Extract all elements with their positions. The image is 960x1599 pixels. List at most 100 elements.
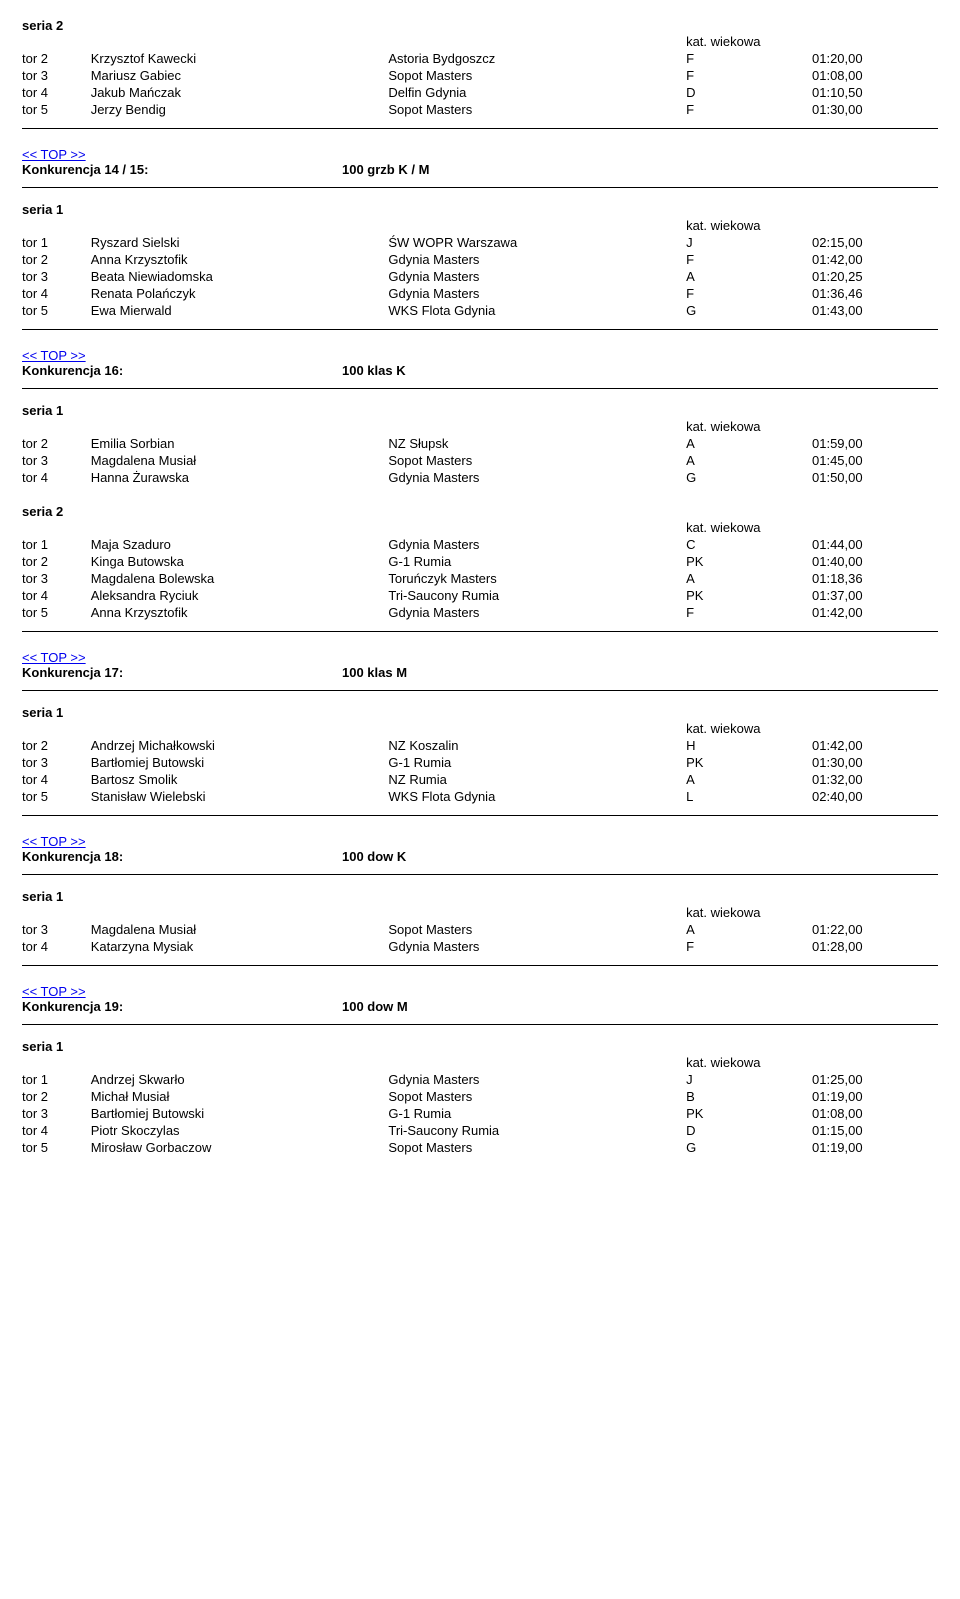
- club-cell: Gdynia Masters: [388, 251, 686, 268]
- time-cell: 02:15,00: [812, 234, 938, 251]
- table-row: tor 4Piotr SkoczylasTri-Saucony RumiaD01…: [22, 1122, 938, 1139]
- lane-cell: tor 5: [22, 788, 91, 805]
- time-cell: 01:50,00: [812, 469, 938, 486]
- top-link[interactable]: << TOP >>: [22, 834, 86, 849]
- name-cell: Mariusz Gabiec: [91, 67, 389, 84]
- time-cell: 01:15,00: [812, 1122, 938, 1139]
- top-link[interactable]: << TOP >>: [22, 147, 86, 162]
- club-cell: G-1 Rumia: [388, 1105, 686, 1122]
- time-cell: 01:25,00: [812, 1071, 938, 1088]
- table-row: tor 2Emilia SorbianNZ SłupskA01:59,00: [22, 435, 938, 452]
- name-cell: Anna Krzysztofik: [91, 604, 389, 621]
- category-cell: D: [686, 1122, 812, 1139]
- divider: [22, 1024, 938, 1025]
- club-cell: Tri-Saucony Rumia: [388, 587, 686, 604]
- table-row: tor 2Kinga ButowskaG-1 RumiaPK01:40,00: [22, 553, 938, 570]
- event-header: Konkurencja 19:100 dow M: [22, 999, 938, 1014]
- lane-cell: tor 3: [22, 452, 91, 469]
- name-cell: Kinga Butowska: [91, 553, 389, 570]
- event-header: Konkurencja 17:100 klas M: [22, 665, 938, 680]
- category-cell: PK: [686, 1105, 812, 1122]
- time-cell: 01:40,00: [812, 553, 938, 570]
- top-link[interactable]: << TOP >>: [22, 984, 86, 999]
- series-block: seria 1kat. wiekowator 1Andrzej SkwarłoG…: [22, 1039, 938, 1156]
- table-row: tor 3Bartłomiej ButowskiG-1 RumiaPK01:30…: [22, 754, 938, 771]
- club-cell: Sopot Masters: [388, 921, 686, 938]
- time-cell: 01:44,00: [812, 536, 938, 553]
- club-cell: Sopot Masters: [388, 452, 686, 469]
- lane-cell: tor 5: [22, 101, 91, 118]
- lane-cell: tor 4: [22, 469, 91, 486]
- category-cell: F: [686, 604, 812, 621]
- time-cell: 01:42,00: [812, 737, 938, 754]
- top-link[interactable]: << TOP >>: [22, 348, 86, 363]
- series-label: seria 1: [22, 403, 938, 418]
- lane-cell: tor 1: [22, 1071, 91, 1088]
- series-block: seria 1kat. wiekowator 2Andrzej Michałko…: [22, 705, 938, 805]
- top-link[interactable]: << TOP >>: [22, 650, 86, 665]
- series-block: seria 2kat. wiekowator 1Maja SzaduroGdyn…: [22, 504, 938, 621]
- name-cell: Bartłomiej Butowski: [91, 1105, 389, 1122]
- category-cell: F: [686, 938, 812, 955]
- club-cell: NZ Rumia: [388, 771, 686, 788]
- category-cell: G: [686, 469, 812, 486]
- category-cell: F: [686, 251, 812, 268]
- club-cell: Gdynia Masters: [388, 285, 686, 302]
- table-row: tor 1Maja SzaduroGdynia MastersC01:44,00: [22, 536, 938, 553]
- name-cell: Andrzej Skwarło: [91, 1071, 389, 1088]
- time-cell: 01:30,00: [812, 101, 938, 118]
- divider: [22, 965, 938, 966]
- table-row: tor 3Mariusz GabiecSopot MastersF01:08,0…: [22, 67, 938, 84]
- name-cell: Emilia Sorbian: [91, 435, 389, 452]
- name-cell: Ryszard Sielski: [91, 234, 389, 251]
- time-cell: 01:10,50: [812, 84, 938, 101]
- table-row: tor 4Aleksandra RyciukTri-Saucony RumiaP…: [22, 587, 938, 604]
- time-cell: 02:40,00: [812, 788, 938, 805]
- category-cell: A: [686, 921, 812, 938]
- lane-cell: tor 4: [22, 84, 91, 101]
- table-row: tor 4Bartosz SmolikNZ RumiaA01:32,00: [22, 771, 938, 788]
- name-cell: Renata Polańczyk: [91, 285, 389, 302]
- lane-cell: tor 5: [22, 1139, 91, 1156]
- series-label: seria 1: [22, 1039, 938, 1054]
- category-cell: G: [686, 302, 812, 319]
- series-block: seria 1kat. wiekowator 3Magdalena Musiał…: [22, 889, 938, 955]
- time-cell: 01:20,25: [812, 268, 938, 285]
- category-cell: PK: [686, 754, 812, 771]
- time-cell: 01:30,00: [812, 754, 938, 771]
- series-label: seria 1: [22, 889, 938, 904]
- results-table: kat. wiekowator 1Ryszard SielskiŚW WOPR …: [22, 217, 938, 319]
- name-cell: Jakub Mańczak: [91, 84, 389, 101]
- category-cell: J: [686, 1071, 812, 1088]
- lane-cell: tor 4: [22, 938, 91, 955]
- table-row: tor 4Hanna ŻurawskaGdynia MastersG01:50,…: [22, 469, 938, 486]
- category-header: kat. wiekowa: [686, 418, 812, 435]
- club-cell: Sopot Masters: [388, 1088, 686, 1105]
- event-name: 100 klas M: [342, 665, 407, 680]
- event-header: Konkurencja 18:100 dow K: [22, 849, 938, 864]
- club-cell: Delfin Gdynia: [388, 84, 686, 101]
- table-row: tor 3Magdalena MusiałSopot MastersA01:45…: [22, 452, 938, 469]
- club-cell: Gdynia Masters: [388, 1071, 686, 1088]
- category-cell: H: [686, 737, 812, 754]
- series-label: seria 1: [22, 202, 938, 217]
- time-cell: 01:28,00: [812, 938, 938, 955]
- category-cell: B: [686, 1088, 812, 1105]
- club-cell: ŚW WOPR Warszawa: [388, 234, 686, 251]
- table-row: tor 3Beata NiewiadomskaGdynia MastersA01…: [22, 268, 938, 285]
- club-cell: Sopot Masters: [388, 101, 686, 118]
- table-row: tor 5Jerzy BendigSopot MastersF01:30,00: [22, 101, 938, 118]
- time-cell: 01:43,00: [812, 302, 938, 319]
- table-row: tor 4Katarzyna MysiakGdynia MastersF01:2…: [22, 938, 938, 955]
- table-row: tor 2Krzysztof KaweckiAstoria BydgoszczF…: [22, 50, 938, 67]
- table-row: tor 2Anna KrzysztofikGdynia MastersF01:4…: [22, 251, 938, 268]
- series-label: seria 2: [22, 18, 938, 33]
- series-label: seria 1: [22, 705, 938, 720]
- event-name: 100 grzb K / M: [342, 162, 429, 177]
- event-title: Konkurencja 16:: [22, 363, 342, 378]
- lane-cell: tor 1: [22, 536, 91, 553]
- club-cell: Sopot Masters: [388, 67, 686, 84]
- event-header: Konkurencja 16:100 klas K: [22, 363, 938, 378]
- lane-cell: tor 1: [22, 234, 91, 251]
- series-block: seria 1kat. wiekowator 1Ryszard SielskiŚ…: [22, 202, 938, 319]
